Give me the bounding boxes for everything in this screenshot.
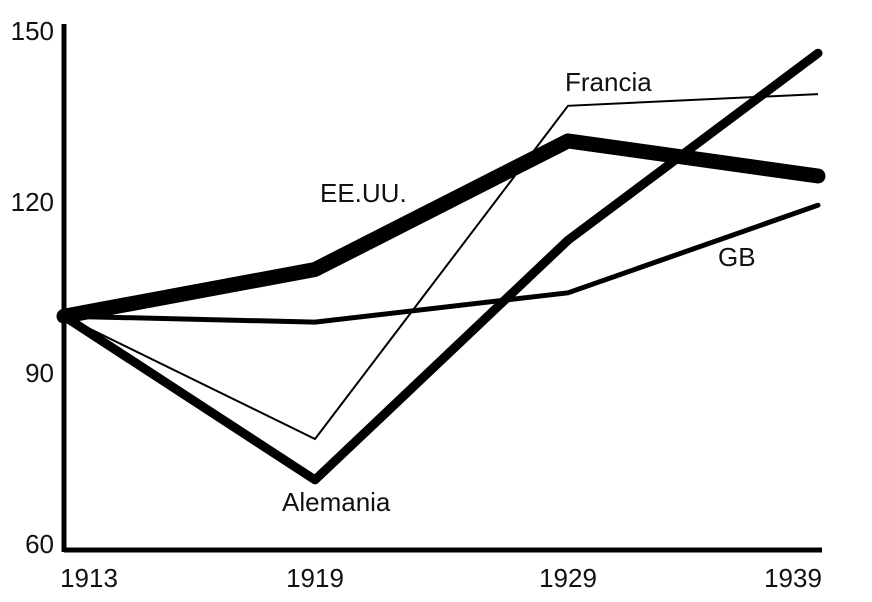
series-line-francia: [63, 93, 819, 441]
series-line-alemania: [59, 48, 823, 485]
y-tick-label: 150: [11, 16, 54, 46]
y-tick-label: 90: [25, 358, 54, 388]
series-label-gb: GB: [718, 242, 756, 272]
x-tick-label: 1913: [60, 563, 118, 593]
x-tick-label: 1929: [539, 563, 597, 593]
series-label-alemania: Alemania: [282, 487, 391, 517]
series-label-eeuu: EE.UU.: [320, 178, 407, 208]
series-line-eeuu: [56, 133, 826, 324]
series-line-gb: [61, 202, 821, 325]
series-label-francia: Francia: [565, 67, 652, 97]
x-tick-label: 1939: [764, 563, 822, 593]
x-tick-label: 1919: [286, 563, 344, 593]
y-tick-label: 60: [25, 529, 54, 559]
y-tick-label: 120: [11, 187, 54, 217]
